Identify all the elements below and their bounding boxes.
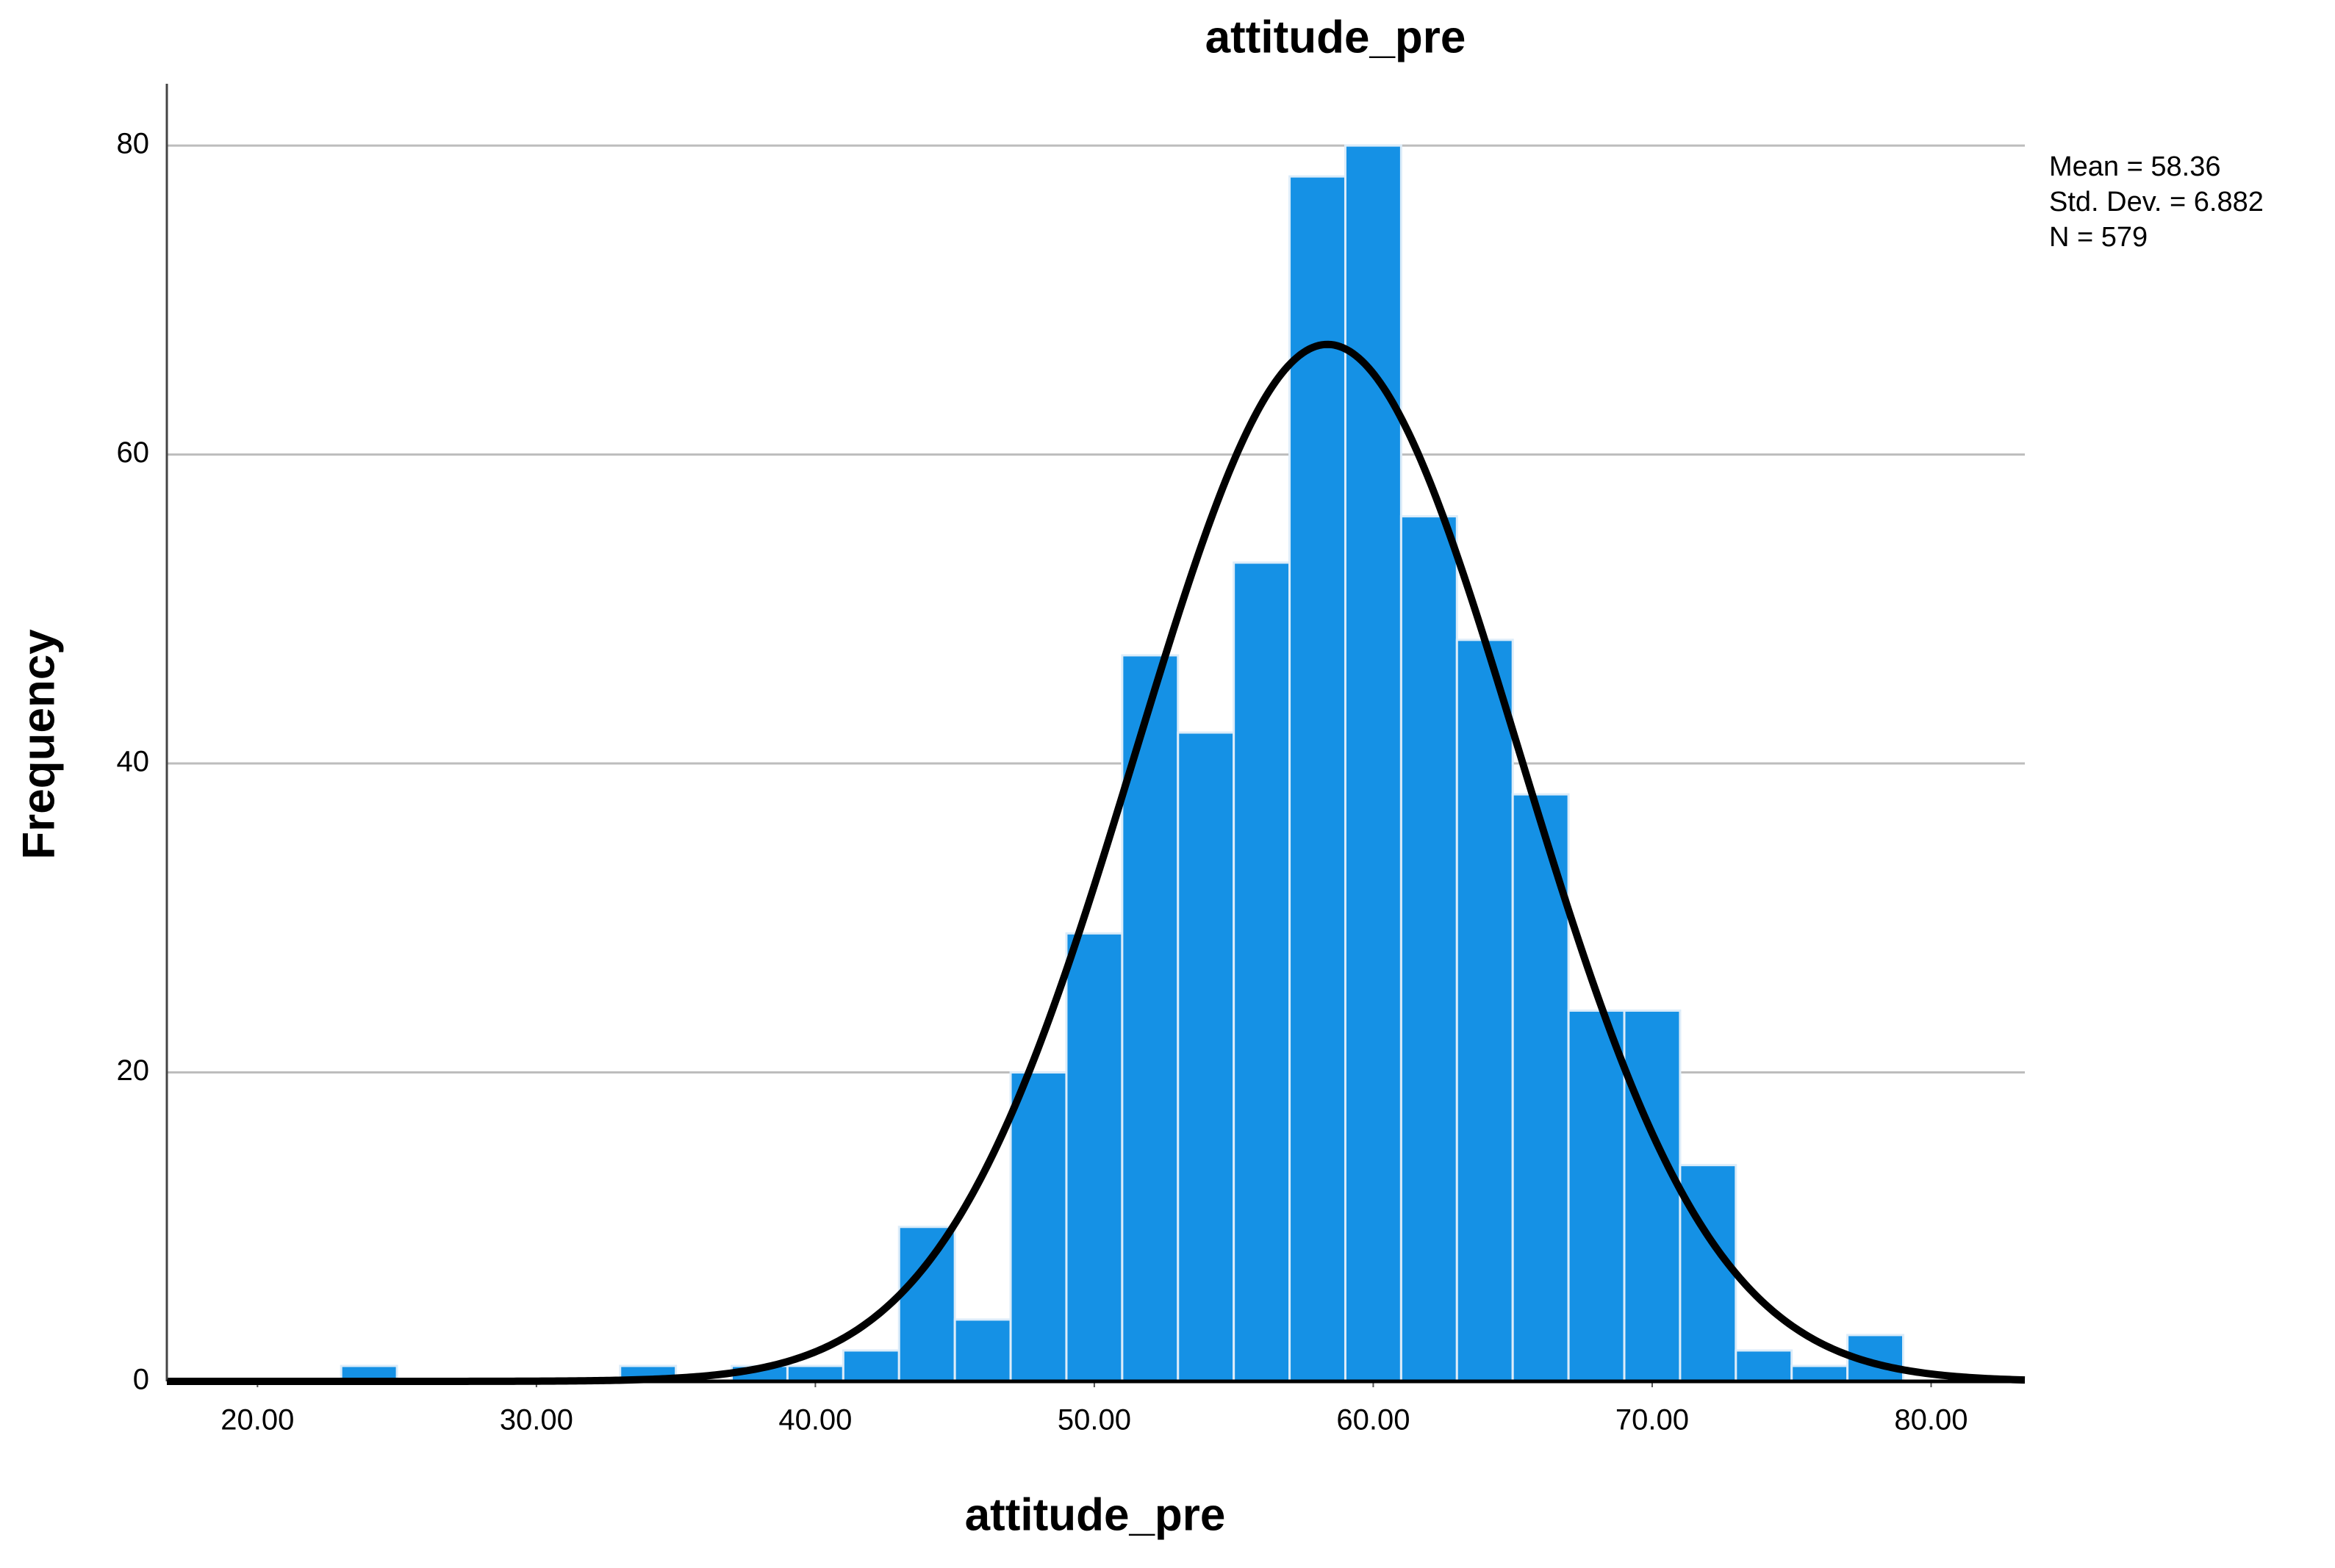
- bar: [1790, 1364, 1849, 1383]
- y-tick-label: 60: [117, 436, 150, 469]
- bar: [1399, 515, 1458, 1383]
- x-tick-label: 70.00: [1615, 1404, 1689, 1436]
- bar: [1623, 1009, 1682, 1383]
- x-tick-label: 80.00: [1894, 1404, 1968, 1436]
- bar: [1511, 793, 1570, 1383]
- x-tick-label: 40.00: [778, 1404, 852, 1436]
- stat-label: N = 579: [2049, 222, 2148, 253]
- bar: [1009, 1071, 1068, 1383]
- bar: [1455, 639, 1514, 1383]
- x-axis-label: attitude_pre: [965, 1489, 1226, 1540]
- bar: [1679, 1164, 1737, 1383]
- x-tick-label: 30.00: [500, 1404, 573, 1436]
- bar: [1735, 1349, 1793, 1383]
- x-tick-label: 50.00: [1058, 1404, 1131, 1436]
- y-tick-label: 20: [117, 1054, 150, 1087]
- x-tick-label: 60.00: [1336, 1404, 1410, 1436]
- x-tick-label: 20.00: [220, 1404, 294, 1436]
- stat-label: Std. Dev. = 6.882: [2049, 187, 2264, 217]
- stat-label: Mean = 58.36: [2049, 151, 2220, 182]
- y-tick-label: 40: [117, 746, 150, 778]
- bar: [1233, 561, 1291, 1383]
- y-tick-label: 80: [117, 128, 150, 160]
- y-axis-label: Frequency: [13, 629, 64, 860]
- chart-title: attitude_pre: [1205, 12, 1466, 62]
- bar: [1065, 932, 1124, 1383]
- bar: [953, 1318, 1012, 1383]
- y-tick-label: 0: [133, 1364, 149, 1396]
- bar: [1344, 144, 1402, 1383]
- bar: [897, 1226, 956, 1383]
- bar: [786, 1364, 844, 1383]
- bar: [1567, 1009, 1626, 1383]
- bar: [1177, 731, 1235, 1383]
- bar: [842, 1349, 900, 1383]
